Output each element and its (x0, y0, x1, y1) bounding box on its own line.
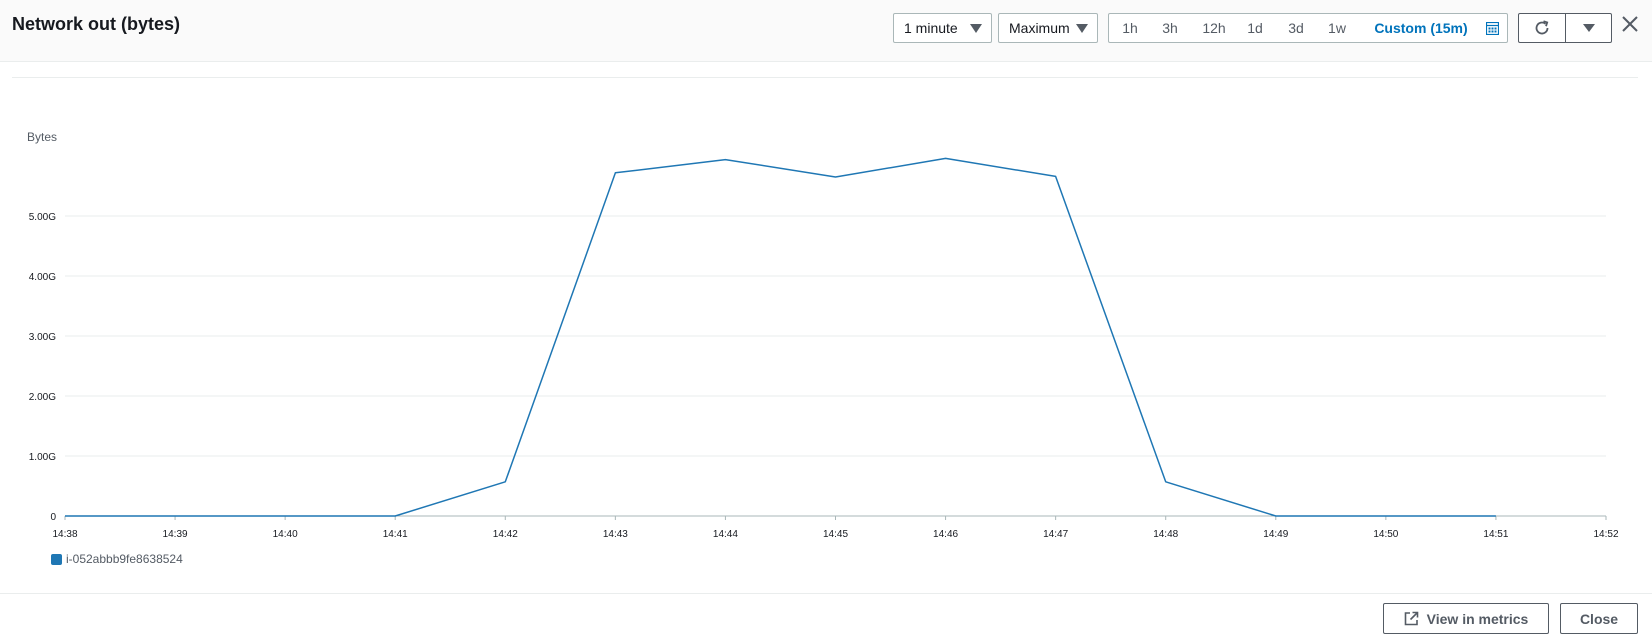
chart-series (65, 157, 1496, 517)
chart-grid (65, 215, 1606, 457)
range-button-3d[interactable]: 3d (1288, 20, 1304, 36)
refresh-icon (1535, 20, 1549, 35)
statistic-select-value: Maximum (1009, 20, 1070, 36)
statistic-select[interactable]: Maximum (998, 13, 1098, 43)
x-tick-label: 14:50 (1373, 529, 1398, 540)
x-tick-label: 14:47 (1043, 529, 1068, 540)
range-button-1d[interactable]: 1d (1247, 20, 1263, 36)
x-tick-label: 14:49 (1263, 529, 1288, 540)
caret-down-icon (1583, 24, 1595, 32)
calendar-icon[interactable] (1486, 22, 1499, 35)
legend-label: i-052abbb9fe8638524 (66, 552, 183, 566)
view-in-metrics-label: View in metrics (1426, 610, 1529, 627)
y-axis-label: Bytes (27, 130, 57, 144)
widget-header: Network out (bytes) 1 minute Maximum 1h … (0, 0, 1652, 62)
x-tick-label: 14:41 (383, 529, 408, 540)
y-tick-label: 1.00G (29, 452, 56, 463)
x-tick-label: 14:52 (1593, 529, 1618, 540)
y-tick-label: 3.00G (29, 332, 56, 343)
x-tick-label: 14:51 (1483, 529, 1508, 540)
x-tick-label: 14:42 (493, 529, 518, 540)
x-tick-label: 14:40 (273, 529, 298, 540)
close-button[interactable]: Close (1560, 603, 1638, 634)
chevron-down-icon (1076, 24, 1088, 33)
range-button-1w[interactable]: 1w (1328, 20, 1346, 36)
header-divider (12, 77, 1638, 78)
series-line[interactable] (65, 157, 1496, 517)
range-button-1h[interactable]: 1h (1122, 20, 1138, 36)
close-button-label: Close (1579, 610, 1619, 627)
footer-divider (0, 593, 1652, 594)
refresh-button-group (1518, 13, 1612, 43)
widget-title: Network out (bytes) (12, 14, 181, 34)
x-tick-label: 14:45 (823, 529, 848, 540)
range-button-12h[interactable]: 12h (1202, 20, 1226, 36)
x-tick-label: 14:38 (52, 529, 77, 540)
y-tick-label: 2.00G (29, 392, 56, 403)
chart-legend[interactable]: i-052abbb9fe8638524 (51, 552, 183, 566)
close-icon[interactable] (1619, 13, 1641, 35)
x-axis-ticks: 14:38 14:39 14:40 14:41 14:42 14:43 14:44 14:45… (52, 516, 1619, 540)
period-select-value: 1 minute (904, 20, 958, 36)
x-tick-label: 14:44 (713, 529, 738, 540)
x-tick-label: 14:43 (603, 529, 628, 540)
x-tick-label: 14:46 (933, 529, 958, 540)
y-axis-ticks: 0 1.00G 2.00G 3.00G 4.00G 5.00G (29, 212, 57, 523)
range-button-custom[interactable]: Custom (15m) (1374, 20, 1468, 36)
chevron-down-icon (970, 24, 982, 33)
refresh-button[interactable] (1519, 14, 1566, 42)
x-tick-label: 14:39 (163, 529, 188, 540)
period-select[interactable]: 1 minute (893, 13, 992, 43)
external-link-icon (1404, 611, 1418, 626)
range-button-3h[interactable]: 3h (1162, 20, 1178, 36)
x-tick-label: 14:48 (1153, 529, 1178, 540)
y-tick-label: 4.00G (29, 272, 56, 283)
time-range-selector: 1h 3h 12h 1d 3d 1w Custom (15m) (1108, 13, 1508, 43)
refresh-options-button[interactable] (1566, 14, 1612, 42)
legend-swatch (51, 553, 62, 565)
view-in-metrics-button[interactable]: View in metrics (1383, 603, 1549, 634)
y-tick-label: 0 (50, 512, 56, 523)
y-tick-label: 5.00G (29, 212, 56, 223)
